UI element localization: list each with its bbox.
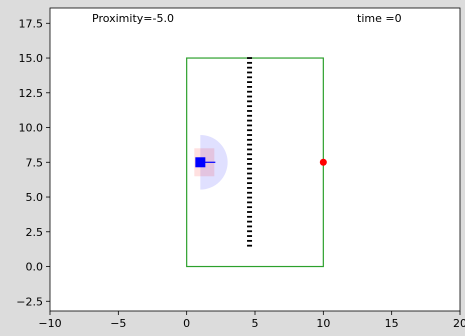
y-axis-ticks: −2.5 0.0 2.5 5.0 7.5 10.0 12.5 15.0 17.5 xyxy=(16,17,50,308)
y-tick-label: 10.0 xyxy=(19,122,44,135)
y-tick-label: 0.0 xyxy=(26,261,44,274)
x-tick-label: 0 xyxy=(183,317,190,330)
y-tick-label: 12.5 xyxy=(19,87,44,100)
x-tick-label: −5 xyxy=(110,317,126,330)
barrier-layer xyxy=(247,57,253,247)
goal-layer xyxy=(319,158,327,166)
y-tick-label: 17.5 xyxy=(19,17,44,30)
y-tick-label: 15.0 xyxy=(19,52,44,65)
goal-marker xyxy=(319,158,327,166)
agent-layer xyxy=(194,134,228,190)
x-tick-label: 20 xyxy=(453,317,465,330)
x-tick-label: −10 xyxy=(38,317,61,330)
x-tick-label: 15 xyxy=(385,317,399,330)
y-tick-label: 2.5 xyxy=(26,226,44,239)
plot-area xyxy=(49,7,461,312)
y-tick-label: 5.0 xyxy=(26,191,44,204)
time-label: time =0 xyxy=(357,12,402,25)
x-tick-label: 5 xyxy=(252,317,259,330)
y-tick-label: −2.5 xyxy=(16,295,43,308)
y-tick-label: 7.5 xyxy=(26,156,44,169)
x-tick-label: 10 xyxy=(316,317,330,330)
x-axis-ticks: −10 −5 0 5 10 15 20 xyxy=(38,311,465,330)
proximity-label: Proximity=-5.0 xyxy=(92,12,174,25)
